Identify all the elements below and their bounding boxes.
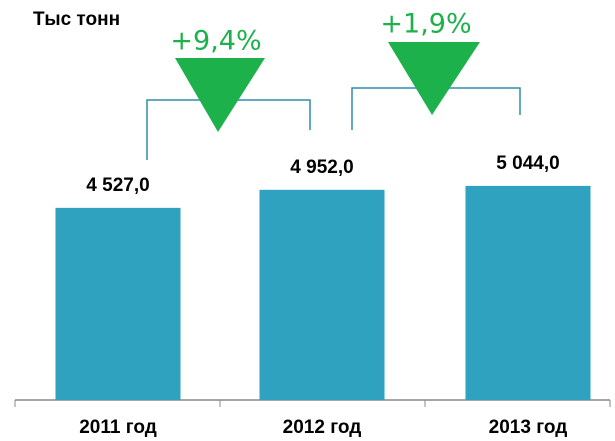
- bar: [465, 185, 591, 400]
- value-label: 4 527,0: [86, 175, 149, 196]
- annotation: +1,9%: [380, 9, 471, 40]
- chart-title: Тыс тонн: [33, 9, 120, 30]
- value-label: 5 044,0: [496, 153, 559, 174]
- value-label: 4 952,0: [290, 157, 353, 178]
- arrow-down: [175, 58, 265, 132]
- bar: [55, 207, 181, 400]
- x-tick-label: 2013 год: [489, 417, 568, 438]
- x-tick-label: 2012 год: [283, 417, 362, 438]
- annotation: +9,4%: [170, 26, 261, 57]
- x-tick-label: 2011 год: [79, 417, 157, 438]
- bar: [259, 189, 385, 400]
- arrow-down: [388, 42, 480, 115]
